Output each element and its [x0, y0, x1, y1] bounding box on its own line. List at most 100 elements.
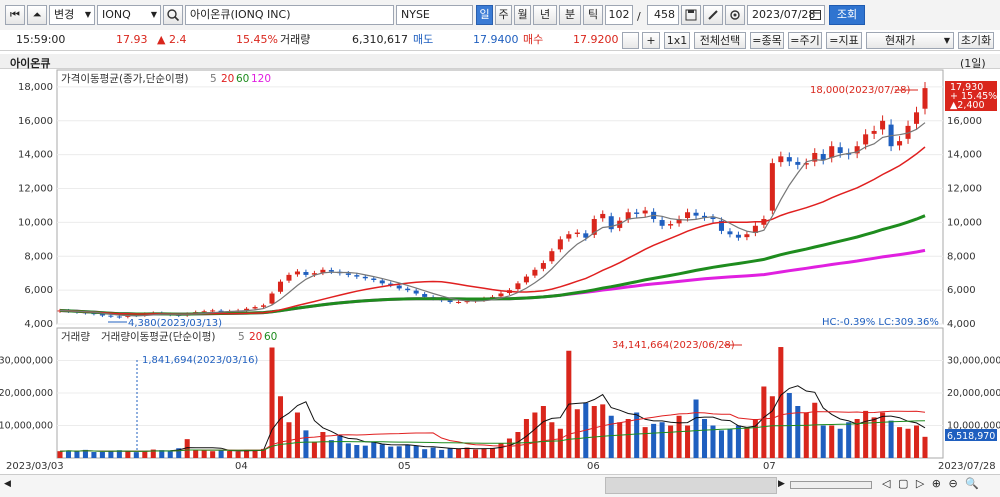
- symbol-input[interactable]: IONQ: [97, 5, 161, 25]
- candle: [786, 157, 792, 162]
- candle: [269, 293, 275, 304]
- candle: [752, 225, 758, 233]
- tab-year[interactable]: 년: [533, 5, 557, 25]
- chart-nav-icons[interactable]: ◁ ▢ ▷ ⊕ ⊖ 🔍: [882, 477, 981, 490]
- scroll-left-icon[interactable]: ◀: [4, 479, 11, 489]
- total-input[interactable]: 458: [647, 5, 679, 25]
- volume-bar: [142, 451, 148, 458]
- quote-time: 15:59:00: [16, 33, 66, 46]
- volume-bar: [201, 450, 207, 458]
- mode-select[interactable]: 변경: [49, 5, 95, 25]
- volume-bar: [600, 404, 606, 458]
- volume-bar: [498, 443, 504, 458]
- select-all-button[interactable]: 전체선택: [694, 32, 746, 49]
- tab-minute[interactable]: 분: [559, 5, 581, 25]
- vol-ma5-line: [59, 385, 926, 452]
- ma120-legend: 120: [251, 73, 271, 85]
- volume-bar: [506, 438, 512, 458]
- volume-bar: [193, 449, 199, 458]
- settings-icon[interactable]: [725, 5, 745, 25]
- query-button[interactable]: 조회: [829, 5, 865, 25]
- calendar-icon[interactable]: [810, 9, 821, 23]
- ma60-legend: 60: [236, 73, 249, 85]
- volume-bar: [837, 428, 843, 458]
- reset-button[interactable]: 초기화: [958, 32, 994, 49]
- volume-bar: [159, 450, 165, 458]
- volume-bar: [574, 409, 580, 458]
- tab-month[interactable]: 월: [514, 5, 531, 25]
- tab-week[interactable]: 주: [495, 5, 512, 25]
- volume-bar: [345, 443, 351, 458]
- candle: [108, 315, 114, 317]
- candle: [116, 316, 122, 318]
- candle: [922, 88, 928, 109]
- save-icon[interactable]: [681, 5, 701, 25]
- period-button[interactable]: =주기: [788, 32, 822, 49]
- ma20-legend: 20: [221, 73, 234, 85]
- tab-day[interactable]: 일: [476, 5, 493, 25]
- vol-ma-legend-title: 거래량이동평균(단순이평): [101, 331, 215, 343]
- volume-bar: [379, 444, 385, 458]
- candle: [846, 153, 852, 155]
- volume-bar: [413, 445, 419, 458]
- stock-name-field[interactable]: 아이온큐(IONQ INC): [185, 5, 394, 25]
- candle: [422, 294, 428, 297]
- price-pane: [56, 69, 944, 325]
- low-annotation: 4,380(2023/03/13): [128, 318, 222, 329]
- volume-bar: [439, 449, 445, 458]
- indicator-button[interactable]: =지표: [826, 32, 862, 49]
- candle: [659, 220, 665, 226]
- price-volume-chart[interactable]: 18,00018,00016,00016,00014,00014,00012,0…: [0, 68, 1000, 474]
- volume-bar: [701, 419, 708, 458]
- chart-title-bar: [0, 54, 1000, 69]
- item-button[interactable]: =종목: [750, 32, 784, 49]
- volume-bar: [456, 448, 462, 458]
- price-type-select[interactable]: 현재가 ▼: [866, 32, 954, 49]
- volume-bar: [337, 434, 343, 458]
- candle: [388, 283, 394, 286]
- volume-tick-label: 10,000,000: [0, 421, 53, 432]
- first-icon[interactable]: ⏮: [5, 5, 25, 25]
- volume-bar: [532, 412, 538, 458]
- candle: [880, 120, 886, 130]
- search-icon[interactable]: [163, 5, 183, 25]
- tab-tick[interactable]: 틱: [583, 5, 603, 25]
- quote-change-pct: 15.45%: [236, 33, 278, 46]
- volume-bar: [167, 450, 173, 458]
- scroll-thumb[interactable]: [605, 477, 777, 494]
- volume-bar: [685, 425, 691, 458]
- candle: [735, 234, 741, 238]
- pen-icon[interactable]: [703, 5, 723, 25]
- collapse-icon[interactable]: ⏶: [27, 5, 47, 25]
- candle: [710, 217, 716, 220]
- quote-price: 17.93: [116, 33, 148, 46]
- volume-bar: [227, 450, 233, 458]
- candle: [210, 310, 216, 312]
- ratio-button[interactable]: 1x1: [664, 32, 690, 49]
- volume-bar: [82, 449, 88, 458]
- volume-bar: [277, 396, 284, 458]
- candle: [498, 293, 504, 297]
- volume-bar: [888, 420, 894, 458]
- candle: [566, 234, 572, 239]
- count-input[interactable]: 102: [605, 5, 633, 25]
- candle: [625, 212, 631, 220]
- volume-bar: [735, 425, 741, 458]
- plus-button[interactable]: +: [642, 32, 660, 49]
- volume-bar: [871, 417, 877, 458]
- price-tick-label: 12,000: [18, 184, 53, 195]
- last-price-text: 17,930: [950, 82, 983, 93]
- zoom-slider[interactable]: [790, 481, 872, 489]
- volume-bar: [269, 347, 275, 458]
- scroll-right-icon[interactable]: ▶: [778, 479, 785, 489]
- price-tick-label-right: 16,000: [947, 116, 982, 127]
- volume-bar: [430, 447, 436, 458]
- candle: [829, 146, 835, 158]
- volume-bar: [523, 419, 529, 458]
- volume-bar: [651, 423, 657, 458]
- ma-legend-title: 가격이동평균(종가,단순이평): [61, 72, 188, 85]
- date-input[interactable]: 2023/07/28: [747, 5, 825, 25]
- checkbox[interactable]: [622, 32, 639, 49]
- volume-bar: [57, 451, 63, 458]
- volume-bar: [642, 427, 648, 458]
